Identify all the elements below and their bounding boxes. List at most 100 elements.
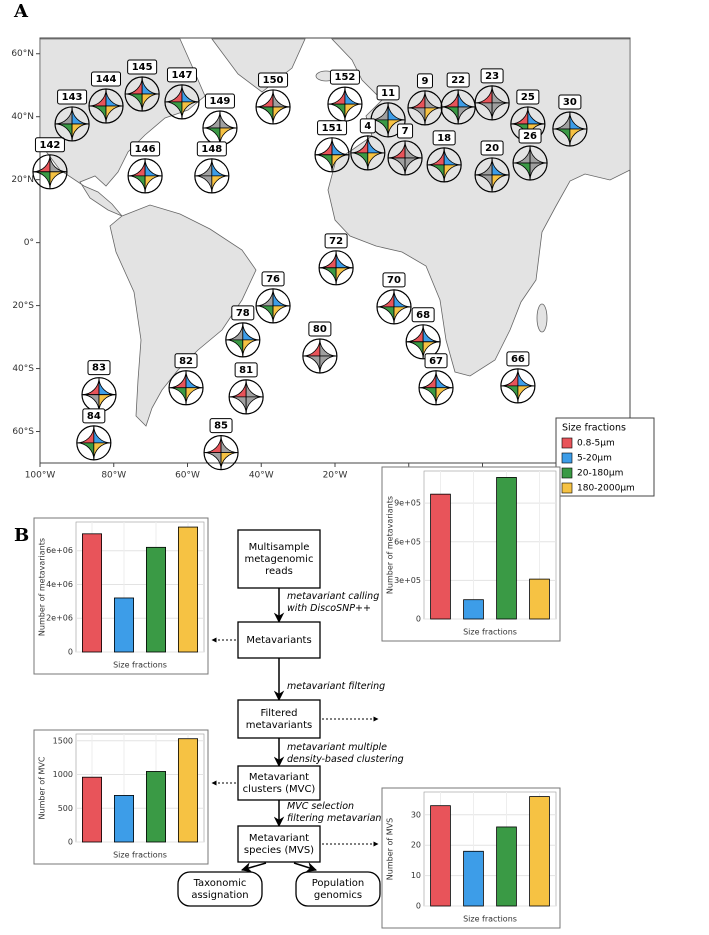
station-pie: 146 <box>127 141 163 194</box>
madagascar <box>536 303 548 333</box>
legend-swatch <box>561 467 573 479</box>
flow-node <box>237 621 321 659</box>
station-label-box <box>91 71 122 87</box>
bar <box>145 771 166 843</box>
y-tick-label: 500 <box>58 804 73 813</box>
station-label: 150 <box>263 75 284 86</box>
pie-outline <box>405 324 441 360</box>
legend-box <box>555 417 655 497</box>
legend-swatch <box>561 437 573 449</box>
x-tick-label: 80°W <box>101 471 126 481</box>
station-pie: 26 <box>512 128 548 181</box>
x-axis-label: Size fractions <box>113 661 167 670</box>
y-tick-label: 3e+05 <box>394 576 421 585</box>
flow-node <box>237 825 321 863</box>
station-label: 67 <box>429 356 443 367</box>
flow-node-label-line: Metavariant <box>249 833 309 844</box>
station-label-box <box>480 140 504 156</box>
legend-swatch <box>561 452 573 464</box>
station-pie: 22 <box>440 72 476 125</box>
station-pie: 80 <box>302 321 338 374</box>
x-axis-label: Size fractions <box>463 628 517 637</box>
y-tick-label: 20 <box>411 841 421 850</box>
flow-arrow <box>240 862 267 873</box>
station-label-box <box>446 72 470 88</box>
station-label: 22 <box>451 75 465 86</box>
bar <box>529 578 550 620</box>
pie-outline <box>302 338 338 374</box>
flow-node <box>177 871 263 907</box>
station-label: 23 <box>485 71 499 82</box>
station-label-box <box>204 93 235 109</box>
south-america <box>109 204 257 427</box>
flow-node-label-line: assignation <box>191 890 248 901</box>
bar <box>114 597 135 653</box>
flow-arrow <box>293 862 318 873</box>
station-pie: 148 <box>194 141 230 194</box>
flow-node-label: Taxonomic assignation <box>191 878 248 901</box>
station-label-box <box>87 360 111 376</box>
station-label: 151 <box>322 123 343 134</box>
y-axis-label: Number of metavariants <box>38 538 47 636</box>
bar <box>145 546 166 653</box>
station-label-box <box>317 120 348 136</box>
station-label-box <box>130 141 161 157</box>
station-pie: 145 <box>124 59 160 112</box>
pie-outline <box>552 111 588 147</box>
y-tick-label: 0° <box>24 238 34 248</box>
bar <box>82 776 103 843</box>
station-pie: 9 <box>407 73 443 126</box>
station-label-box <box>57 89 88 105</box>
flow-node-label-line: metagenomic <box>245 554 314 565</box>
flow-node-label: Multisample metagenomic reads <box>245 542 314 577</box>
pie-outline <box>32 154 68 190</box>
station-label-box <box>506 351 530 367</box>
flow-node-label-line: Multisample <box>249 542 310 553</box>
bar <box>82 533 103 653</box>
bar <box>496 826 517 907</box>
y-tick-label: 20°N <box>11 175 34 185</box>
station-label-box <box>329 69 360 85</box>
station-label: 18 <box>437 133 451 144</box>
station-label-box <box>518 128 542 144</box>
edge-label-line: MVC selection <box>287 801 354 812</box>
bar <box>463 850 484 907</box>
station-pie: 66 <box>500 351 536 404</box>
station-pie: 144 <box>88 71 124 124</box>
bar <box>177 526 198 653</box>
station-label-box <box>261 271 285 287</box>
station-label-box <box>231 305 255 321</box>
station-label-box <box>416 73 433 89</box>
pie-outline <box>54 106 90 142</box>
flow-node-label: Filtered metavariants <box>246 708 312 731</box>
flow-node-label: Population genomics <box>312 878 365 901</box>
station-pie: 11 <box>370 85 406 138</box>
y-tick-label: 40°S <box>12 364 34 374</box>
y-tick-label: 6e+05 <box>394 537 421 546</box>
station-label: 143 <box>62 92 83 103</box>
station-pie: 151 <box>314 120 350 173</box>
y-tick-label: 1500 <box>53 736 73 745</box>
x-tick-label: 40°W <box>249 471 274 481</box>
station-label-box <box>558 94 582 110</box>
station-label: 7 <box>402 126 409 137</box>
station-label: 25 <box>521 92 535 103</box>
pie-outline <box>76 425 112 461</box>
station-pie: 72 <box>318 233 354 286</box>
north-america <box>39 38 206 217</box>
station-label: 11 <box>381 88 395 99</box>
station-label: 9 <box>421 76 428 87</box>
y-tick-label: 60°N <box>11 49 34 59</box>
station-label-box <box>34 137 65 153</box>
station-pie: 70 <box>376 272 412 325</box>
x-tick-label: 60°W <box>175 471 200 481</box>
station-pie: 76 <box>255 271 291 324</box>
pie-outline <box>512 145 548 181</box>
pie-outline <box>474 157 510 193</box>
station-label: 152 <box>335 72 356 83</box>
pie-outline <box>228 379 264 415</box>
flow-node-label-line: species (MVS) <box>244 845 314 856</box>
pie-outline <box>314 137 350 173</box>
station-pie: 20 <box>474 140 510 193</box>
